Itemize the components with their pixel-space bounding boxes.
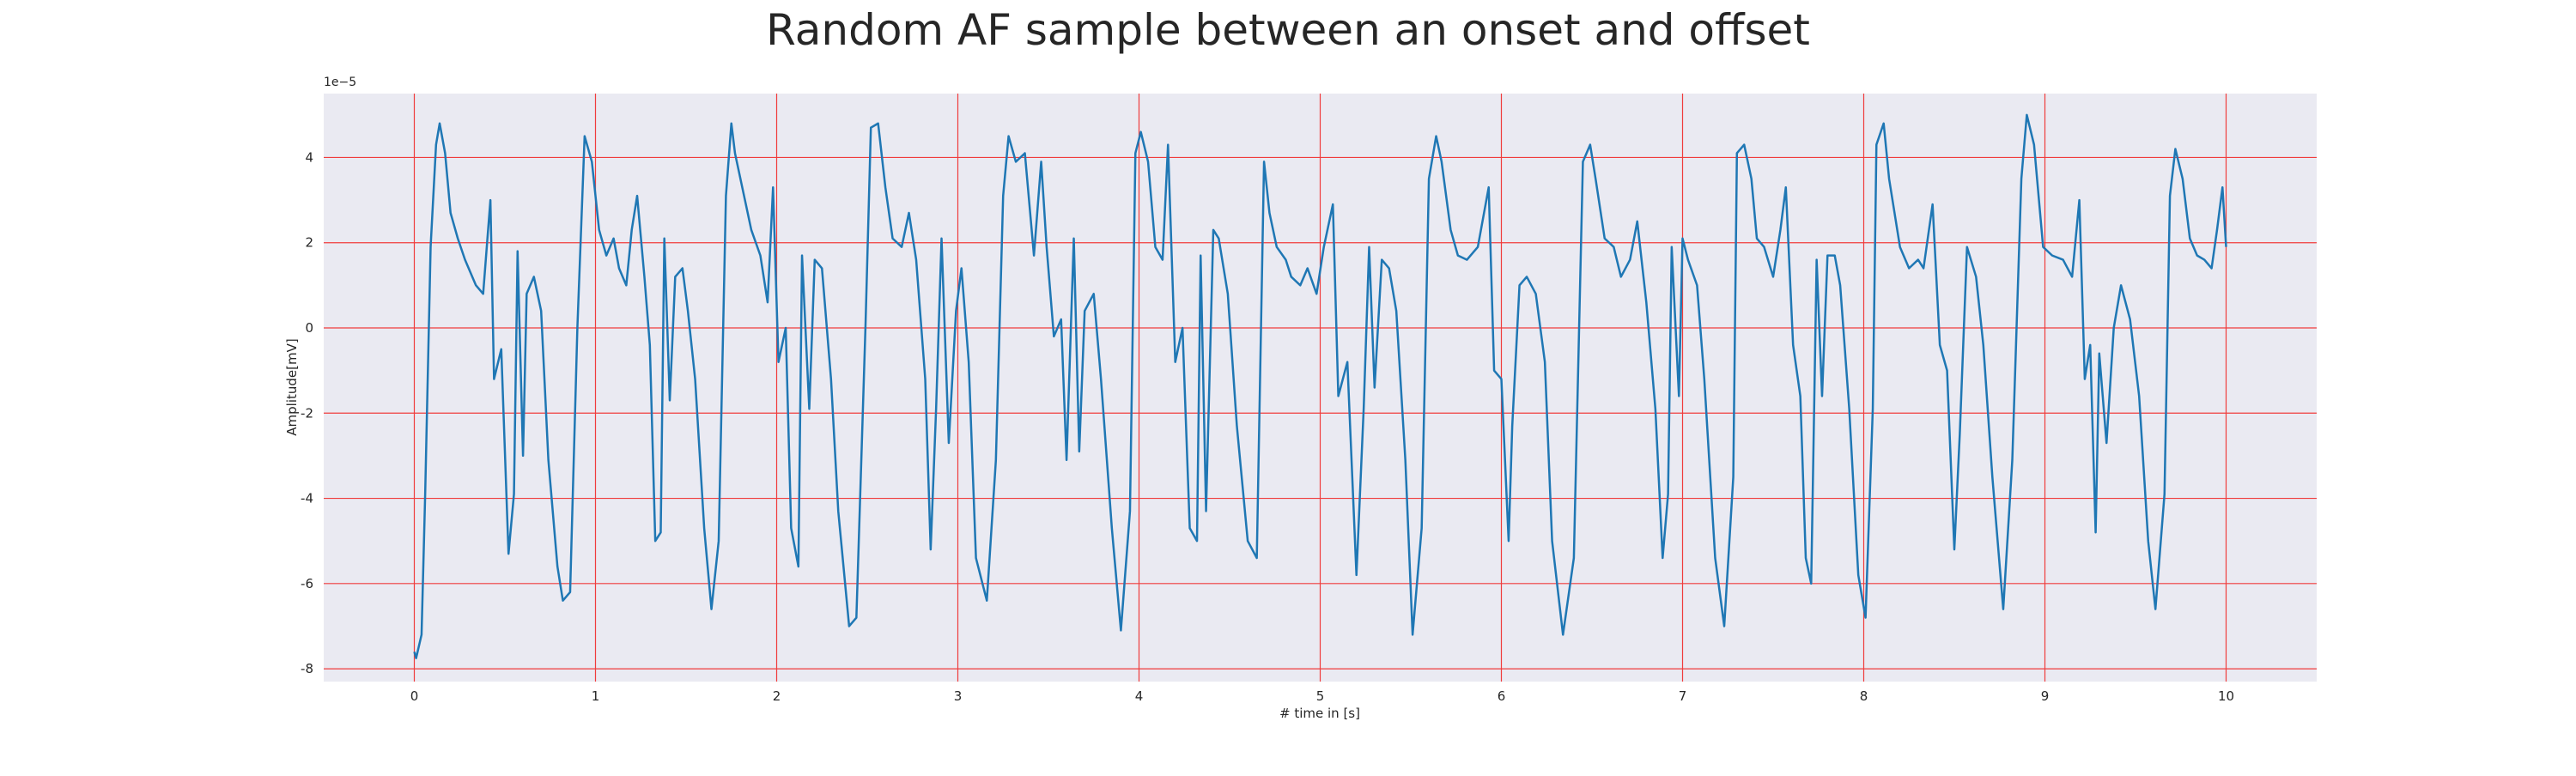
y-tick-label: 4 [305, 149, 313, 165]
x-tick-label: 1 [592, 688, 600, 704]
x-tick-label: 8 [1860, 688, 1868, 704]
x-tick-label: 6 [1498, 688, 1506, 704]
series-line [413, 113, 2227, 659]
y-tick-label: -4 [301, 491, 313, 506]
y-axis-label: Amplitude[mV] [284, 338, 300, 435]
y-tick-label: -2 [301, 405, 313, 421]
y-tick-label: 2 [305, 235, 313, 251]
x-tick-label: 3 [954, 688, 963, 704]
x-tick-label: 7 [1679, 688, 1687, 704]
y-tick-label: -8 [301, 661, 313, 676]
y-tick-label: -6 [301, 576, 313, 591]
chart-title: Random AF sample between an onset and of… [766, 5, 1810, 55]
x-tick-label: 2 [773, 688, 781, 704]
x-tick-label: 4 [1135, 688, 1144, 704]
x-axis-label: # time in [s] [1279, 706, 1360, 721]
x-tick-label: 0 [410, 688, 419, 704]
x-tick-label: 5 [1316, 688, 1325, 704]
y-tick-label: 0 [305, 320, 313, 336]
x-tick-label: 10 [2218, 688, 2234, 704]
x-tick-label: 9 [2041, 688, 2050, 704]
y-offset-label: 1e−5 [324, 76, 356, 89]
